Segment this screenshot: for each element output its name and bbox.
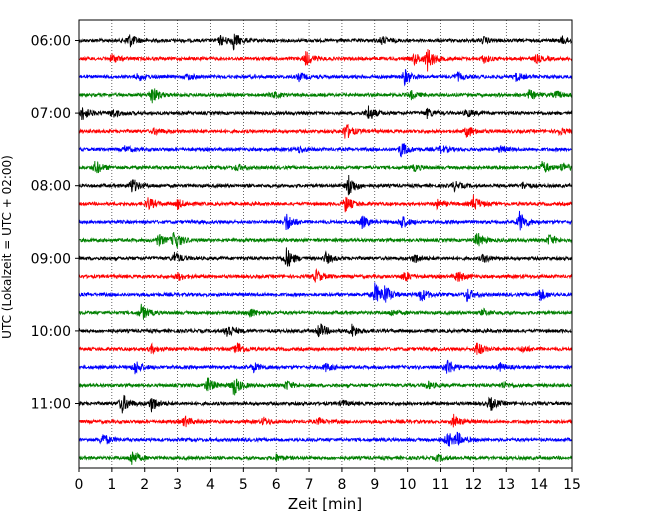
y-tick-label: 09:00 <box>31 251 71 267</box>
x-tick-label: 6 <box>272 477 281 493</box>
x-axis-label: Zeit [min] <box>288 495 362 513</box>
y-tick-label: 08:00 <box>31 179 71 195</box>
trace-row <box>78 143 573 158</box>
trace-row <box>78 210 573 231</box>
trace-row <box>78 194 573 213</box>
x-tick-label: 13 <box>497 477 515 493</box>
trace-row <box>78 49 573 72</box>
trace-row <box>78 377 573 396</box>
trace-row <box>78 359 573 375</box>
trace-row <box>78 268 573 283</box>
y-axis-ticks: 06:00 07:00 08:00 09:00 10:00 11:00 <box>31 34 79 413</box>
y-tick-label: 07:00 <box>31 106 71 122</box>
trace-row <box>78 394 573 414</box>
x-tick-label: 9 <box>370 477 379 493</box>
x-tick-label: 8 <box>337 477 346 493</box>
y-axis-label: UTC (Lokalzeit = UTC + 02:00) <box>0 155 14 339</box>
x-tick-label: 11 <box>432 477 450 493</box>
x-tick-label: 15 <box>563 477 581 493</box>
x-tick-label: 3 <box>173 477 182 493</box>
trace-row <box>78 69 573 87</box>
y-tick-label: 11:00 <box>31 397 71 413</box>
trace-row <box>78 282 573 303</box>
trace-row <box>78 105 573 121</box>
x-tick-label: 5 <box>239 477 248 493</box>
x-tick-label: 0 <box>75 477 84 493</box>
y-tick-label: 06:00 <box>31 34 71 50</box>
trace-row <box>78 342 573 355</box>
y-tick-label: 10:00 <box>31 324 71 340</box>
x-tick-label: 4 <box>206 477 215 493</box>
trace-row <box>78 175 573 196</box>
trace-row <box>78 451 573 465</box>
x-tick-label: 2 <box>140 477 149 493</box>
trace-row <box>78 88 573 104</box>
x-tick-label: 1 <box>107 477 116 493</box>
plot-frame <box>78 19 573 469</box>
trace-row <box>78 123 573 139</box>
trace-row <box>78 323 573 338</box>
trace-row <box>78 247 573 267</box>
trace-row <box>78 431 573 447</box>
x-tick-label: 12 <box>464 477 482 493</box>
trace-row <box>78 160 573 174</box>
x-tick-label: 14 <box>530 477 548 493</box>
trace-row <box>78 231 573 249</box>
x-tick-label: 7 <box>305 477 314 493</box>
seismic-traces <box>78 33 573 465</box>
trace-row <box>78 303 573 320</box>
x-tick-label: 10 <box>399 477 417 493</box>
x-axis-ticks: 0 1 2 3 4 5 6 7 8 9 10 11 12 13 14 15 <box>75 468 581 493</box>
trace-row <box>78 413 573 428</box>
trace-row <box>78 33 572 51</box>
